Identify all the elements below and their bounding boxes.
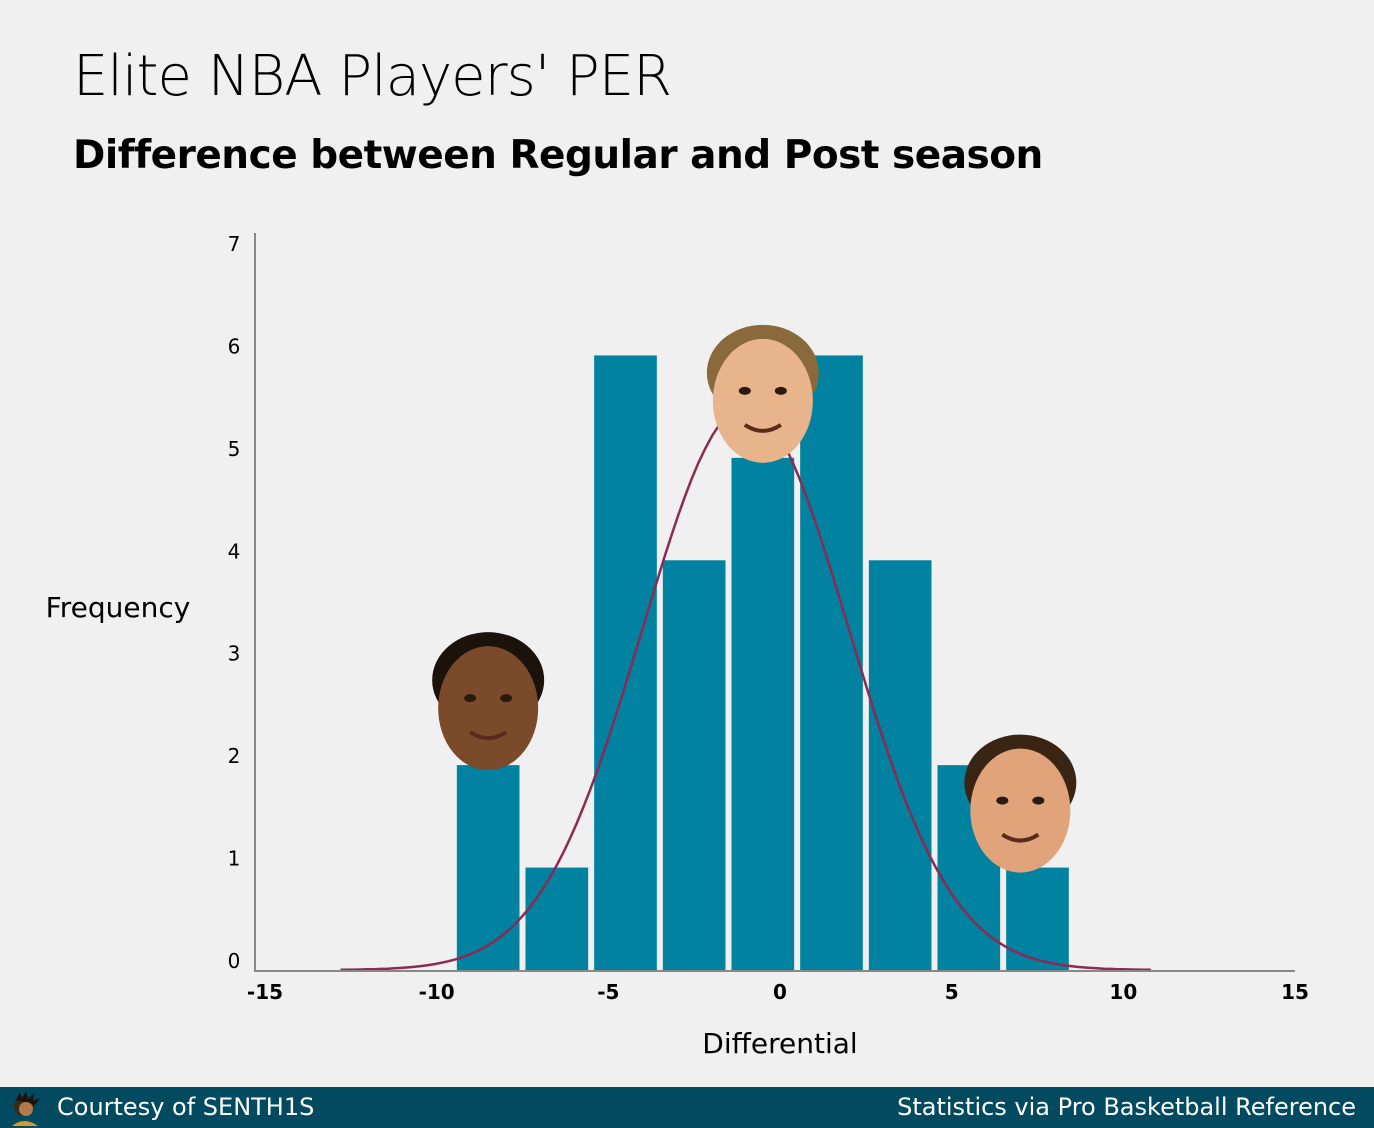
y-tick-label: 6 bbox=[228, 334, 241, 358]
histogram-bar bbox=[662, 560, 726, 970]
histogram-bar bbox=[868, 560, 932, 970]
footer-credit: Courtesy of SENTH1S bbox=[57, 1093, 315, 1121]
x-tick-label: -15 bbox=[247, 980, 283, 1004]
y-tick-label: 7 bbox=[228, 232, 241, 256]
histogram-bar bbox=[731, 457, 795, 970]
x-tick-label: -10 bbox=[419, 980, 455, 1004]
footer-source: Statistics via Pro Basketball Reference bbox=[897, 1093, 1356, 1121]
y-tick-label: 3 bbox=[228, 642, 241, 666]
player-head-icon bbox=[432, 632, 545, 771]
x-axis-label: Differential bbox=[702, 1027, 857, 1060]
x-tick-label: 0 bbox=[773, 980, 787, 1004]
y-tick-label: 1 bbox=[228, 847, 241, 871]
histogram-bar bbox=[594, 355, 657, 970]
y-tick-label: 2 bbox=[228, 744, 241, 768]
histogram-bar bbox=[800, 355, 863, 970]
tick-labels: 0 1 2 3 4 5 6 7 -15 -10 -5 0 5 10 15 bbox=[228, 232, 1309, 1004]
player-head-icon bbox=[706, 324, 819, 463]
chart-subtitle: Difference between Regular and Post seas… bbox=[73, 133, 1043, 178]
x-tick-label: 15 bbox=[1281, 980, 1309, 1004]
player-head-icon bbox=[964, 734, 1077, 873]
y-tick-label: 4 bbox=[228, 539, 241, 563]
histogram-bar bbox=[1006, 867, 1069, 970]
histogram-bar bbox=[525, 867, 589, 970]
histogram-bar bbox=[456, 765, 520, 970]
y-tick-label: 0 bbox=[228, 949, 241, 973]
x-tick-label: 10 bbox=[1109, 980, 1137, 1004]
bars-group bbox=[456, 355, 1069, 970]
histogram-chart: 0 1 2 3 4 5 6 7 -15 -10 -5 0 5 10 15 Differential Freq… bbox=[46, 232, 1309, 1060]
y-tick-label: 5 bbox=[228, 437, 241, 461]
footer-bar: Courtesy of SENTH1S Statistics via Pro B… bbox=[0, 1087, 1374, 1128]
senth1s-logo-icon bbox=[12, 1091, 40, 1126]
chart-title: Elite NBA Players' PER bbox=[73, 44, 672, 109]
annotations-layer bbox=[432, 324, 1077, 873]
x-tick-label: -5 bbox=[597, 980, 619, 1004]
y-axis-label: Frequency bbox=[46, 591, 191, 624]
x-tick-label: 5 bbox=[945, 980, 959, 1004]
